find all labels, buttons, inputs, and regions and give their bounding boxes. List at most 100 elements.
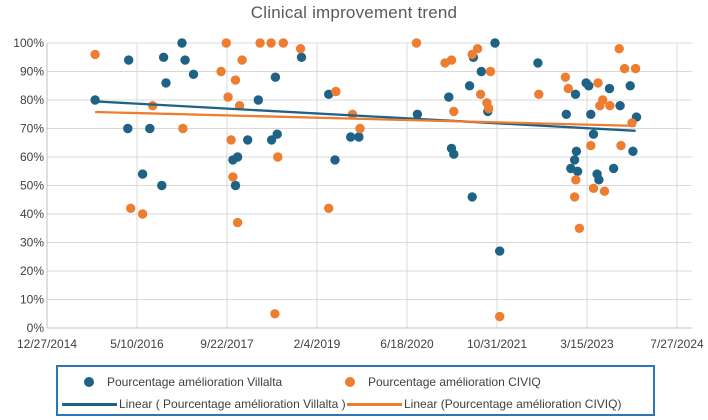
data-point-civiq xyxy=(137,209,148,219)
data-point-villalta xyxy=(137,169,148,179)
data-point-villalta xyxy=(561,109,571,120)
y-axis-tick-label: 0% xyxy=(27,321,45,335)
data-point-villalta xyxy=(90,95,100,105)
data-point-civiq xyxy=(614,44,624,54)
data-point-civiq xyxy=(598,95,608,105)
y-axis-tick-label: 30% xyxy=(20,236,44,250)
scatter-plot-area: 0% 10% 20% 30% 40% 50% 60% 70% 80% 90% 100% 12/27/2… xyxy=(13,36,704,351)
data-point-civiq xyxy=(560,72,571,82)
data-point-civiq xyxy=(472,44,483,54)
data-point-civiq xyxy=(255,38,265,48)
trendline-villalta xyxy=(95,100,636,132)
x-axis-tick-label: 5/10/2016 xyxy=(110,337,164,351)
data-point-villalta xyxy=(533,58,543,68)
x-axis-tick-label: 6/18/2020 xyxy=(380,337,434,351)
data-point-civiq xyxy=(484,103,494,114)
legend-label-linear-civiq: Linear (Pourcentage amélioration CIVIQ) xyxy=(404,397,622,411)
data-point-villalta xyxy=(157,180,167,191)
data-point-villalta xyxy=(177,38,187,48)
y-axis-tick-label: 60% xyxy=(20,150,44,164)
legend-label-linear-villalta: Linear ( Pourcentage amélioration Villal… xyxy=(119,397,346,411)
legend-item-villalta: Pourcentage amélioration Villalta xyxy=(84,375,282,389)
data-point-civiq xyxy=(232,217,243,228)
data-point-civiq xyxy=(563,83,573,94)
data-point-civiq xyxy=(90,49,100,60)
legend-label-villalta: Pourcentage amélioration Villalta xyxy=(107,375,283,389)
y-axis-tick-label: 80% xyxy=(20,93,44,107)
data-point-villalta xyxy=(324,89,334,100)
y-axis-tick-label: 90% xyxy=(20,65,44,79)
civiq-dot-marker-icon xyxy=(345,377,355,387)
data-point-villalta xyxy=(188,69,199,80)
data-point-villalta xyxy=(572,166,583,176)
data-point-villalta xyxy=(584,81,594,91)
data-point-villalta xyxy=(608,163,619,174)
data-point-civiq xyxy=(237,55,247,65)
data-point-civiq xyxy=(324,203,334,213)
data-point-civiq xyxy=(593,78,603,88)
data-point-villalta xyxy=(615,101,625,111)
y-axis-tick-label: 20% xyxy=(20,264,44,278)
data-point-civiq xyxy=(574,223,585,233)
x-axis-tick-label: 9/22/2017 xyxy=(200,337,254,351)
y-axis-tick-label: 50% xyxy=(20,179,44,193)
data-point-civiq xyxy=(226,135,236,145)
data-point-civiq xyxy=(605,101,615,111)
y-axis-tick-label: 70% xyxy=(20,122,44,136)
data-point-civiq xyxy=(446,55,457,65)
legend-item-linear-villalta: Linear ( Pourcentage amélioration Villal… xyxy=(62,397,346,411)
y-axis-tick-label: 10% xyxy=(20,293,44,307)
data-point-villalta xyxy=(145,123,155,134)
data-point-civiq xyxy=(588,183,599,193)
data-point-villalta xyxy=(571,146,582,156)
data-point-civiq xyxy=(534,89,544,100)
data-point-civiq xyxy=(355,123,365,134)
data-point-villalta xyxy=(230,180,241,191)
data-point-villalta xyxy=(158,52,169,62)
data-point-civiq xyxy=(270,309,280,319)
data-point-villalta xyxy=(569,155,580,165)
y-axis-tick-label: 100% xyxy=(13,36,44,50)
data-point-villalta xyxy=(628,146,638,156)
data-point-civiq xyxy=(569,192,580,202)
data-point-civiq xyxy=(616,140,626,151)
data-point-villalta xyxy=(467,192,477,202)
data-point-civiq xyxy=(495,311,505,322)
chart-title: Clinical improvement trend xyxy=(250,3,458,22)
data-point-villalta xyxy=(476,66,486,77)
data-point-civiq xyxy=(411,38,422,48)
data-point-villalta xyxy=(270,72,281,82)
x-axis-tick-label: 2/4/2019 xyxy=(294,337,341,351)
data-point-civiq xyxy=(485,66,496,77)
villalta-dot-marker-icon xyxy=(84,377,94,387)
data-point-villalta xyxy=(346,132,356,142)
villalta-trendline-marker-icon xyxy=(62,402,117,406)
data-point-villalta xyxy=(161,78,171,88)
data-point-villalta xyxy=(594,175,604,185)
data-point-villalta xyxy=(412,109,423,120)
data-point-civiq xyxy=(126,203,136,213)
data-point-civiq xyxy=(630,63,641,74)
data-point-civiq xyxy=(216,66,226,77)
trendline-civiq xyxy=(95,110,636,128)
data-point-villalta xyxy=(354,132,364,142)
data-point-villalta xyxy=(449,149,459,159)
x-axis-tick-label: 12/27/2014 xyxy=(17,337,77,351)
data-point-villalta xyxy=(604,83,615,94)
data-point-civiq xyxy=(178,123,188,134)
data-point-villalta xyxy=(588,129,599,139)
data-point-civiq xyxy=(619,63,630,74)
data-point-villalta xyxy=(124,55,134,65)
data-point-civiq xyxy=(266,38,276,48)
data-point-villalta xyxy=(444,92,454,102)
data-point-villalta xyxy=(586,109,596,120)
data-point-civiq xyxy=(599,186,610,196)
data-point-villalta xyxy=(495,246,505,256)
data-point-civiq xyxy=(449,106,459,117)
data-point-villalta xyxy=(123,123,133,134)
data-point-villalta xyxy=(180,55,190,65)
data-point-civiq xyxy=(571,175,581,185)
legend-label-civiq: Pourcentage amélioration CIVIQ xyxy=(368,375,541,389)
data-point-villalta xyxy=(625,81,635,91)
